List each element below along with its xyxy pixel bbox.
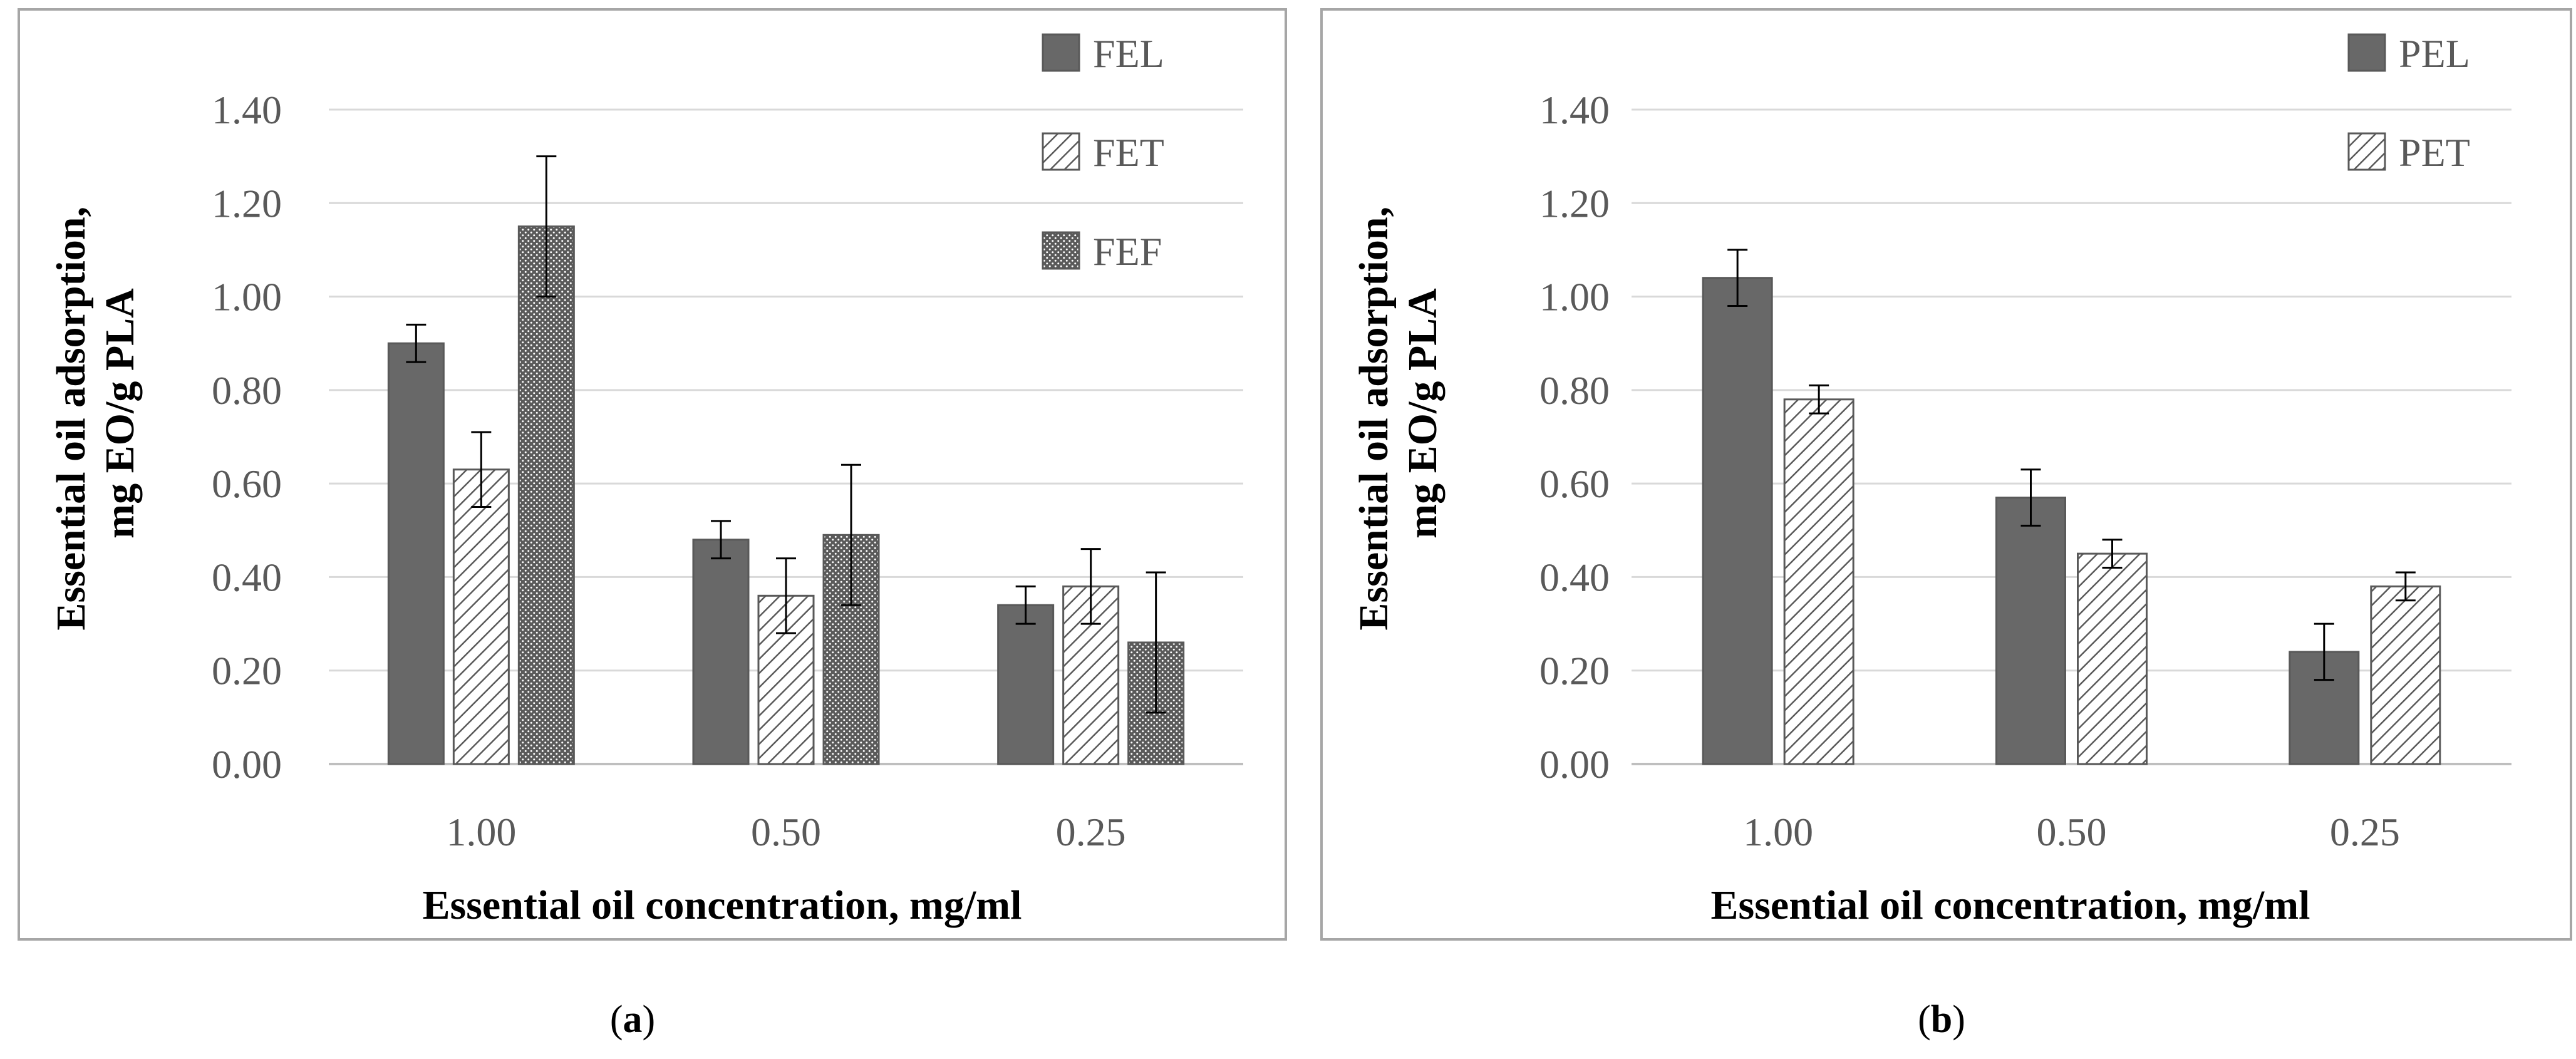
panel-a-error-bar-fef-1.00 xyxy=(536,155,557,298)
panel-b-bar-pel-0.50 xyxy=(1995,497,2066,765)
panel-b-y-tick-label: 1.40 xyxy=(1539,88,1610,132)
panel-a-y-axis-title-line1: Essential oil adsorption, xyxy=(48,207,94,631)
panel-a-error-bar-fef-0.25 xyxy=(1146,571,1166,714)
panel-b-legend-label: PEL xyxy=(2399,31,2470,76)
panel-a-x-axis-title: Essential oil concentration, mg/ml xyxy=(423,882,1022,928)
panel-b-y-axis-title: Essential oil adsorption, mg EO/g PLA xyxy=(1351,196,1446,630)
caption-b: (b) xyxy=(1918,998,1965,1041)
panel-a-y-tick-label: 0.80 xyxy=(212,368,282,413)
panel-a-legend-label: FEF xyxy=(1093,229,1162,274)
panel-b-x-axis-title: Essential oil concentration, mg/ml xyxy=(1711,882,2310,928)
panel-b-bar-pel-1.00 xyxy=(1702,277,1773,765)
panel-a-error-bar-fef-0.50 xyxy=(841,463,861,606)
panel-b-gridlines xyxy=(1632,108,2511,765)
panel-a-legend-swatch xyxy=(1042,231,1080,270)
panel-a-legend-label: FET xyxy=(1093,130,1164,175)
panel-a-bar-fel-1.00 xyxy=(387,342,445,765)
panel-b-error-bar-pel-0.50 xyxy=(2020,468,2041,527)
panel-b-x-tick-labels: 1.00 0.50 0.25 xyxy=(1743,810,2400,854)
panel-a-legend: FEL FET FEF xyxy=(1042,31,1164,274)
panel-a-bars xyxy=(387,155,1185,765)
caption-a: (a) xyxy=(610,998,655,1041)
panel-a-legend-swatch xyxy=(1042,132,1080,171)
panel-b-error-bar-pel-0.25 xyxy=(2314,622,2334,681)
panel-a-x-tick-label: 0.50 xyxy=(751,810,821,854)
panel-a-y-tick-label: 0.20 xyxy=(212,649,282,693)
panel-b-y-axis-title-line1: Essential oil adsorption, xyxy=(1351,207,1397,631)
panel-a-legend-label: FEL xyxy=(1093,31,1164,76)
panel-b-bar-pet-0.50 xyxy=(2077,552,2148,765)
panel-b: 0.00 0.20 0.40 0.60 0.80 1.00 1.20 1.40 1.00 0.5… xyxy=(1320,8,2572,941)
panel-b-bar-pet-0.25 xyxy=(2370,585,2441,765)
panel-a-x-tick-label: 0.25 xyxy=(1056,810,1126,854)
panel-a-error-bar-fet-0.25 xyxy=(1080,548,1101,625)
panel-a-error-bar-fel-1.00 xyxy=(406,323,427,363)
panel-b-legend-swatch xyxy=(2347,132,2386,171)
panel-b-legend-swatch xyxy=(2347,33,2386,72)
panel-a-bar-fef-1.00 xyxy=(517,225,575,765)
panel-a-bar-fel-0.25 xyxy=(997,604,1055,765)
panel-b-error-bar-pet-1.00 xyxy=(1809,384,1829,415)
panel-a-y-axis-title-line2: mg EO/g PLA xyxy=(97,288,143,539)
panel-b-y-tick-labels: 0.00 0.20 0.40 0.60 0.80 1.00 1.20 1.40 xyxy=(1539,88,1610,787)
panel-a-bar-fet-1.00 xyxy=(452,468,510,765)
panel-a-legend-swatch xyxy=(1042,33,1080,72)
panel-b-x-tick-label: 0.50 xyxy=(2037,810,2107,854)
panel-a-error-bar-fet-0.50 xyxy=(776,557,796,634)
panel-b-legend-label: PET xyxy=(2399,130,2470,175)
panel-a-error-bar-fel-0.50 xyxy=(711,520,731,560)
panel-a-error-bar-fel-0.25 xyxy=(1015,585,1036,625)
panel-a-y-tick-label: 1.40 xyxy=(212,88,282,132)
panel-b-x-tick-label: 1.00 xyxy=(1743,810,1813,854)
panel-a-y-tick-label: 0.00 xyxy=(212,742,282,787)
panel-b-y-tick-label: 1.00 xyxy=(1539,275,1610,319)
panel-b-y-tick-label: 0.00 xyxy=(1539,742,1610,787)
panel-b-legend: PEL PET xyxy=(2347,31,2470,175)
panel-a-x-tick-label: 1.00 xyxy=(446,810,516,854)
panel-b-error-bar-pet-0.50 xyxy=(2102,539,2123,569)
panel-a-legend-item-fet: FET xyxy=(1042,130,1164,175)
panel-b-bar-pet-1.00 xyxy=(1783,398,1854,765)
panel-a-x-tick-labels: 1.00 0.50 0.25 xyxy=(446,810,1125,854)
panel-b-legend-item-pet: PET xyxy=(2347,130,2470,175)
panel-a-y-tick-label: 1.00 xyxy=(212,275,282,319)
panel-b-y-tick-label: 0.20 xyxy=(1539,649,1610,693)
panel-b-y-tick-label: 1.20 xyxy=(1539,181,1610,225)
panel-a-y-tick-label: 0.60 xyxy=(212,462,282,506)
panel-b-legend-item-pel: PEL xyxy=(2347,31,2470,76)
panel-a-y-tick-label: 0.40 xyxy=(212,555,282,599)
panel-b-y-tick-label: 0.80 xyxy=(1539,368,1610,413)
caption-b-letter: b xyxy=(1931,998,1952,1041)
panel-b-y-tick-label: 0.40 xyxy=(1539,555,1610,599)
panel-a-y-tick-label: 1.20 xyxy=(212,181,282,225)
panel-a-error-bar-fet-1.00 xyxy=(471,431,492,508)
panel-a-y-axis-title: Essential oil adsorption, mg EO/g PLA xyxy=(48,196,143,630)
panel-b-y-tick-label: 0.60 xyxy=(1539,462,1610,506)
panel-a: 0.00 0.20 0.40 0.60 0.80 1.00 1.20 1.40 1.00 0.5… xyxy=(18,8,1287,941)
panel-a-legend-item-fef: FEF xyxy=(1042,229,1162,274)
panel-b-error-bar-pet-0.25 xyxy=(2395,571,2416,602)
panel-a-legend-item-fel: FEL xyxy=(1042,31,1164,76)
panel-a-y-tick-labels: 0.00 0.20 0.40 0.60 0.80 1.00 1.20 1.40 xyxy=(212,88,282,787)
panel-a-bar-fel-0.50 xyxy=(692,539,750,765)
panel-b-error-bar-pel-1.00 xyxy=(1727,249,1748,307)
caption-a-letter: a xyxy=(623,998,643,1041)
panel-b-x-tick-label: 0.25 xyxy=(2330,810,2400,854)
panel-b-bars xyxy=(1702,249,2441,765)
panel-b-y-axis-title-line2: mg EO/g PLA xyxy=(1400,288,1446,539)
